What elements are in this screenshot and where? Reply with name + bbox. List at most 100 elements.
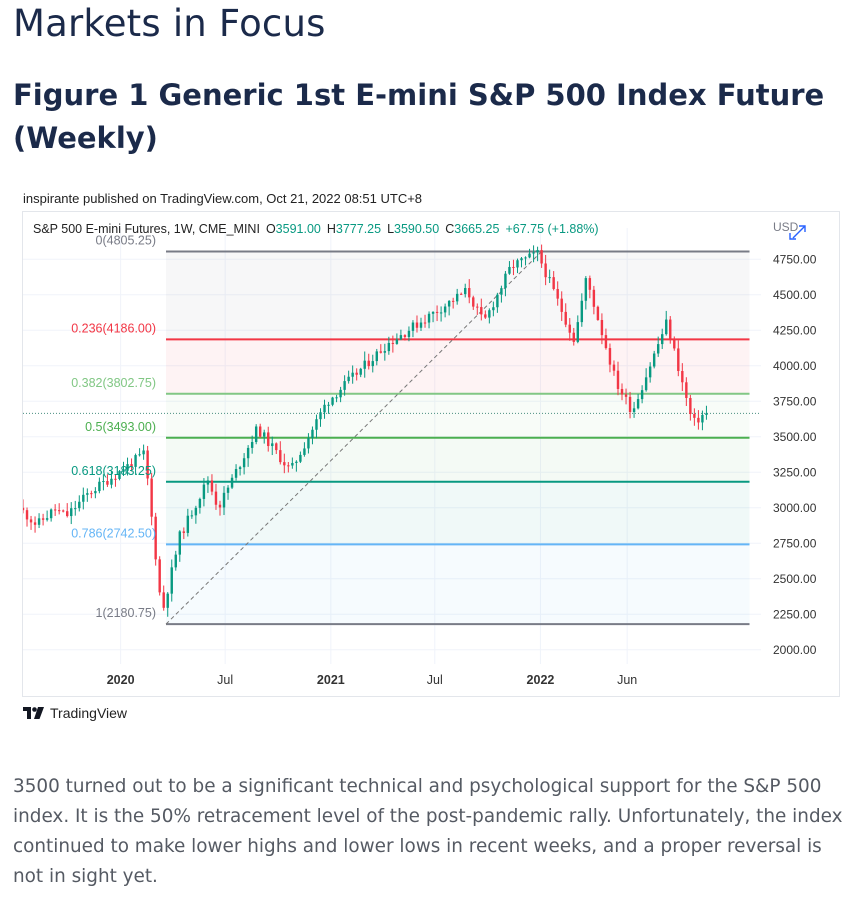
candle bbox=[580, 293, 584, 327]
candle-body bbox=[520, 258, 523, 261]
y-tick-label: 3000.00 bbox=[773, 501, 817, 515]
candle bbox=[250, 435, 254, 454]
candle-body bbox=[295, 461, 298, 463]
candle bbox=[170, 559, 173, 602]
candle bbox=[447, 300, 451, 316]
candle bbox=[154, 512, 157, 566]
candle-body bbox=[451, 300, 455, 302]
candle bbox=[476, 303, 479, 315]
candle-body bbox=[66, 511, 69, 517]
candle-body bbox=[61, 510, 65, 512]
candle bbox=[33, 516, 37, 533]
candle-body bbox=[134, 455, 137, 467]
fib-level-label: 1(2180.75) bbox=[96, 606, 156, 620]
candle bbox=[520, 256, 523, 268]
candle-body bbox=[194, 507, 198, 516]
candle bbox=[459, 292, 463, 295]
candle bbox=[423, 314, 427, 328]
candle-body bbox=[37, 518, 41, 525]
candle bbox=[608, 343, 612, 373]
candle bbox=[480, 298, 483, 321]
candle-body bbox=[106, 481, 109, 485]
header-close-label: C bbox=[445, 222, 454, 236]
candle-body bbox=[560, 298, 563, 312]
candle bbox=[94, 487, 97, 499]
candle bbox=[427, 311, 431, 329]
candle-body bbox=[198, 498, 202, 508]
candle-body bbox=[142, 450, 145, 455]
tradingview-logo[interactable]: TradingView bbox=[23, 705, 127, 721]
candle-body bbox=[443, 306, 447, 313]
candle bbox=[78, 495, 81, 512]
candle-body bbox=[395, 339, 399, 344]
candle-body bbox=[82, 494, 85, 502]
chart-container[interactable]: 0(4805.25) 0.236(4186.00) 0.382(3802.75) 0.… bbox=[22, 211, 840, 697]
candle bbox=[323, 399, 326, 419]
currency-button[interactable]: USD bbox=[773, 220, 806, 240]
candle-body bbox=[528, 253, 531, 258]
candle-body bbox=[162, 592, 165, 608]
candle-body bbox=[130, 464, 133, 467]
candle bbox=[41, 513, 45, 526]
candle bbox=[648, 362, 652, 383]
candle-body bbox=[484, 314, 487, 318]
candle-body bbox=[150, 478, 153, 517]
candle-body bbox=[584, 278, 588, 301]
candle bbox=[544, 254, 547, 286]
candle bbox=[106, 474, 109, 487]
candle-body bbox=[371, 361, 374, 367]
candle-body bbox=[536, 250, 539, 253]
candle bbox=[644, 368, 648, 392]
candle bbox=[685, 377, 688, 407]
candle bbox=[263, 429, 266, 444]
candle bbox=[186, 508, 190, 537]
fib-level-label: 0.5(3493.00) bbox=[85, 420, 156, 434]
candlestick-chart[interactable]: 0(4805.25) 0.236(4186.00) 0.382(3802.75) 0.… bbox=[23, 212, 839, 696]
candle-body bbox=[564, 311, 567, 325]
x-tick-label: Jun bbox=[617, 673, 637, 687]
candle bbox=[355, 368, 358, 381]
candle-body bbox=[246, 447, 250, 459]
candle-body bbox=[41, 518, 45, 520]
candle-body bbox=[254, 426, 258, 443]
published-line: inspirante published on TradingView.com,… bbox=[23, 191, 423, 206]
candle bbox=[222, 486, 226, 516]
candle bbox=[492, 301, 495, 317]
candle bbox=[588, 275, 592, 299]
candle bbox=[524, 256, 527, 266]
y-tick-label: 2000.00 bbox=[773, 643, 817, 657]
y-tick-label: 4250.00 bbox=[773, 323, 817, 337]
candle bbox=[226, 485, 230, 500]
candle-body bbox=[508, 266, 511, 274]
candle-body bbox=[238, 467, 242, 470]
candle-body bbox=[86, 493, 89, 495]
candle-body bbox=[492, 307, 495, 311]
candle-body bbox=[652, 353, 656, 367]
candle-body bbox=[230, 477, 234, 488]
candle-body bbox=[33, 522, 37, 525]
candle-body bbox=[307, 438, 310, 449]
candle bbox=[194, 505, 198, 524]
candle bbox=[122, 461, 125, 476]
candle bbox=[331, 396, 334, 407]
candle-body bbox=[98, 481, 101, 492]
candle bbox=[407, 326, 411, 342]
candle-body bbox=[677, 348, 680, 372]
candle bbox=[126, 457, 129, 476]
candle bbox=[150, 472, 153, 526]
candle bbox=[616, 361, 620, 396]
chart-header: S&P 500 E-mini Futures, 1W, CME_MINI O359… bbox=[33, 222, 599, 236]
candle bbox=[86, 488, 89, 502]
candle bbox=[391, 335, 395, 353]
candle bbox=[174, 550, 177, 571]
candle bbox=[343, 375, 346, 396]
candle bbox=[693, 408, 696, 426]
candle-body bbox=[170, 567, 173, 594]
candle-body bbox=[612, 364, 616, 371]
candle bbox=[210, 474, 214, 496]
header-symbol: S&P 500 E-mini Futures, 1W, CME_MINI bbox=[33, 222, 260, 236]
candle-body bbox=[572, 332, 575, 342]
candle-body bbox=[504, 273, 507, 289]
candle bbox=[451, 297, 455, 309]
candle-body bbox=[190, 515, 194, 517]
